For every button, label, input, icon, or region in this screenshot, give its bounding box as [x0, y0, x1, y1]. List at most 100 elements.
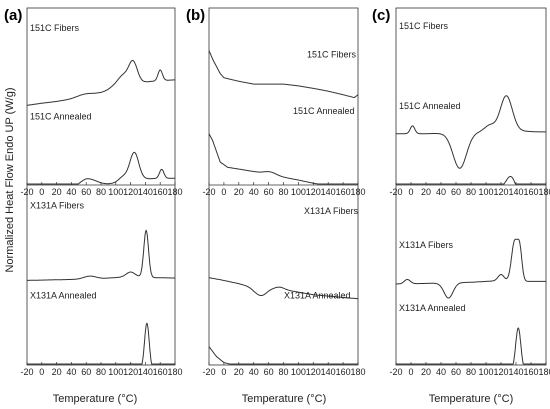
x-tick-label: 0	[408, 187, 413, 197]
x-tick-label: 100	[478, 367, 493, 377]
x-tick-label: -20	[20, 187, 33, 197]
x-tick-label: 60	[81, 187, 91, 197]
x-axis-label: Temperature (°C)	[242, 393, 326, 405]
x-tick-label: 140	[138, 367, 153, 377]
x-tick-label: 100	[108, 367, 123, 377]
x-tick-label: -20	[20, 367, 33, 377]
x-tick-label: 80	[96, 367, 106, 377]
x-tick-label: 140	[508, 187, 523, 197]
x-tick-label: 60	[451, 187, 461, 197]
dsc-curve-151c-annealed	[27, 151, 175, 185]
panel-label: (c)	[372, 7, 390, 24]
dsc-curve-151c-fibers	[208, 50, 359, 99]
x-tick-label: 140	[321, 367, 336, 377]
x-tick-label: 120	[123, 367, 138, 377]
x-tick-label: 60	[264, 187, 274, 197]
x-tick-label: 80	[278, 367, 288, 377]
curve-label: X131A Fibers	[30, 200, 85, 210]
x-tick-label: 180	[538, 367, 550, 377]
x-tick-label: 40	[436, 367, 446, 377]
x-tick-label: 40	[436, 187, 446, 197]
dsc-curve-x131a-annealed	[208, 346, 358, 365]
x-tick-label: 0	[221, 367, 226, 377]
x-tick-label: 180	[350, 367, 365, 377]
x-tick-label: 80	[278, 187, 288, 197]
curve-label: 151C Annealed	[399, 101, 461, 111]
x-tick-label: 120	[306, 367, 321, 377]
x-tick-label: 140	[138, 187, 153, 197]
x-tick-label: 100	[478, 187, 493, 197]
dsc-curve-x131a-fibers	[208, 277, 358, 300]
x-tick-label: 40	[66, 187, 76, 197]
curve-label: 151C Annealed	[293, 106, 355, 116]
x-tick-label: 160	[336, 187, 351, 197]
x-tick-label: 180	[167, 187, 182, 197]
x-axis-label: Temperature (°C)	[53, 393, 137, 405]
x-tick-label: 120	[306, 187, 321, 197]
x-tick-label: 100	[291, 187, 306, 197]
x-tick-label: 120	[493, 187, 508, 197]
chart-panel-1: -20-200020204040606080801001001201201401…	[4, 7, 183, 405]
x-tick-label: 80	[466, 187, 476, 197]
x-tick-label: 80	[466, 367, 476, 377]
dsc-curve-151c-annealed	[208, 133, 358, 185]
x-tick-label: 160	[523, 367, 538, 377]
panel-label: (a)	[4, 7, 22, 24]
x-tick-label: 60	[451, 367, 461, 377]
x-tick-label: 140	[508, 367, 523, 377]
x-tick-label: 160	[153, 367, 168, 377]
x-axis-label: Temperature (°C)	[429, 393, 513, 405]
curve-label: X131A Annealed	[30, 290, 97, 300]
curve-label: 151C Fibers	[30, 23, 80, 33]
x-tick-label: 60	[81, 367, 91, 377]
x-tick-label: 0	[408, 367, 413, 377]
curve-label: X131A Fibers	[399, 240, 454, 250]
x-tick-label: 20	[234, 367, 244, 377]
x-tick-label: -20	[202, 367, 215, 377]
dsc-curve-151c-annealed	[396, 176, 546, 185]
x-tick-label: 20	[52, 367, 62, 377]
curve-label: 151C Annealed	[30, 112, 92, 122]
x-tick-label: 180	[350, 187, 365, 197]
x-tick-label: 180	[167, 367, 182, 377]
x-tick-label: 120	[123, 187, 138, 197]
curve-label: X131A Annealed	[284, 290, 351, 300]
x-tick-label: 0	[221, 187, 226, 197]
x-tick-label: 0	[39, 367, 44, 377]
x-tick-label: 160	[523, 187, 538, 197]
x-tick-label: 20	[234, 187, 244, 197]
x-tick-label: 40	[249, 187, 259, 197]
x-tick-label: 140	[321, 187, 336, 197]
curve-label: 151C Fibers	[307, 50, 357, 60]
y-axis-label: Normalized Heat Flow Endo UP (W/g)	[4, 87, 16, 272]
x-tick-label: 100	[291, 367, 306, 377]
x-tick-label: -20	[389, 187, 402, 197]
x-tick-label: -20	[389, 367, 402, 377]
dsc-curve-x131a-annealed	[396, 327, 546, 365]
x-tick-label: 20	[421, 367, 431, 377]
x-tick-label: 100	[108, 187, 123, 197]
x-tick-label: -20	[202, 187, 215, 197]
curve-label: X131A Annealed	[399, 303, 466, 313]
x-tick-label: 180	[538, 187, 550, 197]
dsc-curve-x131a-fibers	[396, 238, 546, 299]
chart-panel-2: -20-200020204040606080801001001201201401…	[186, 7, 366, 405]
panel-label: (b)	[186, 7, 205, 24]
x-tick-label: 40	[66, 367, 76, 377]
dsc-curve-x131a-annealed	[27, 322, 175, 365]
x-tick-label: 20	[421, 187, 431, 197]
x-tick-label: 80	[96, 187, 106, 197]
x-tick-label: 60	[264, 367, 274, 377]
x-tick-label: 160	[153, 187, 168, 197]
chart-panel-3: -20-200020204040606080801001001201201401…	[372, 7, 550, 405]
dsc-curve-151c-fibers	[27, 60, 175, 106]
x-tick-label: 40	[249, 367, 259, 377]
x-tick-label: 120	[493, 367, 508, 377]
x-tick-label: 0	[39, 187, 44, 197]
dsc-curve-151c-fibers	[396, 95, 546, 169]
dsc-curve-x131a-fibers	[27, 229, 175, 281]
x-tick-label: 20	[52, 187, 62, 197]
curve-label: 151C Fibers	[399, 21, 449, 31]
curve-label: X131A Fibers	[304, 206, 359, 216]
